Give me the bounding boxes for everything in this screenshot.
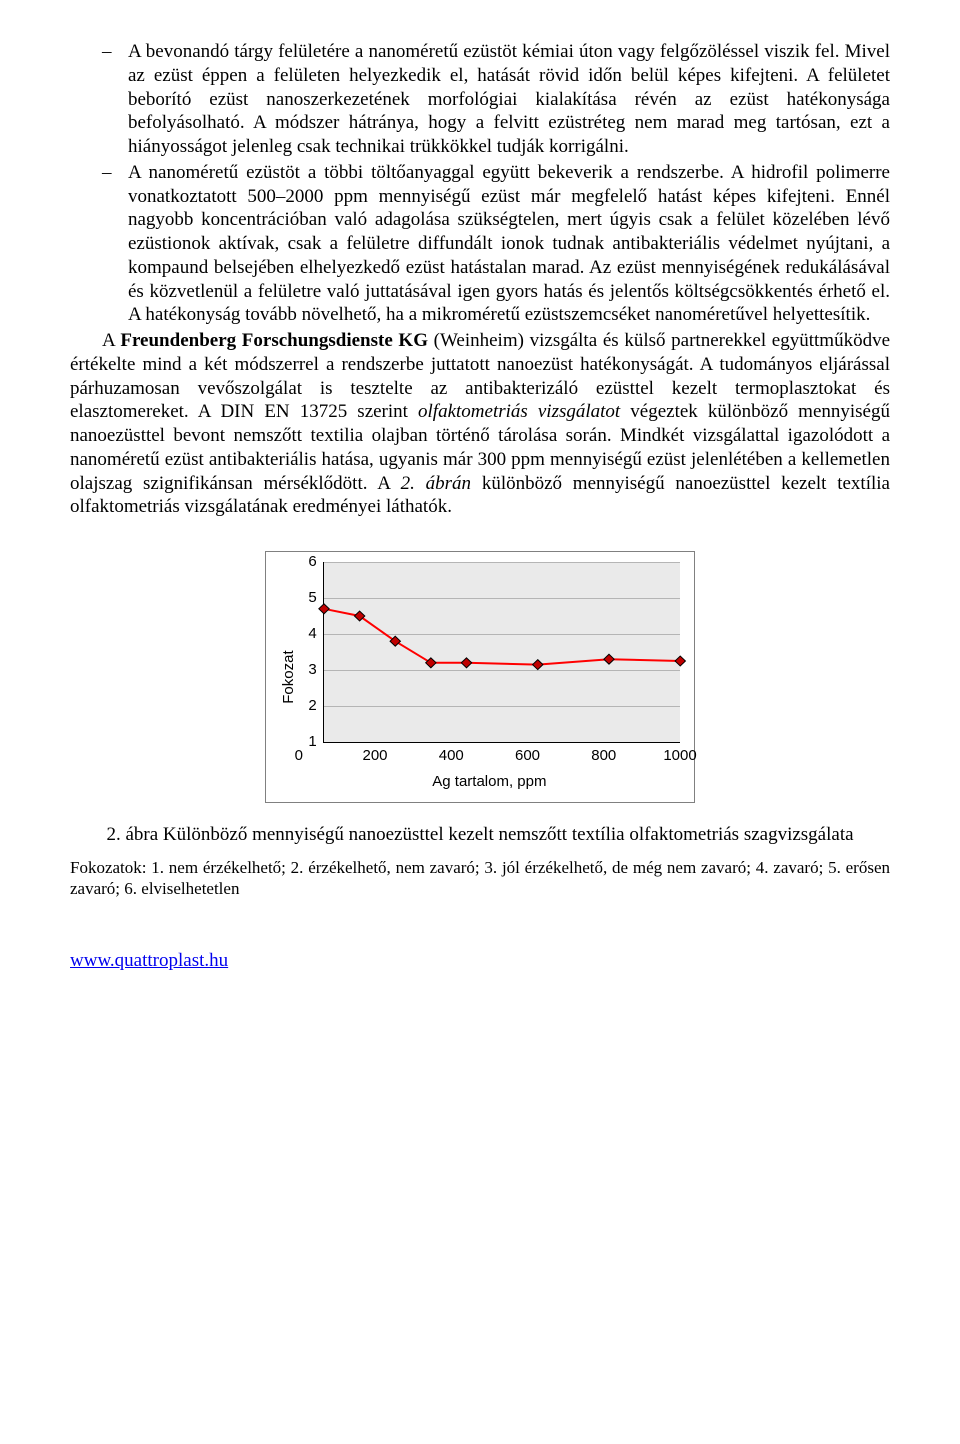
italic-run: olfaktometriás vizsgálatot [418, 401, 620, 422]
chart-series [324, 562, 680, 742]
chart-y-tick-label: 5 [308, 589, 316, 608]
bullet-item: A nanoméretű ezüstöt a többi töltőanyagg… [70, 161, 890, 327]
chart-frame: Fokozat 654321 02004006008001000 Ag tart… [265, 551, 695, 803]
chart-x-axis-label: Ag tartalom, ppm [299, 773, 680, 792]
chart-y-ticks: 654321 [299, 562, 323, 742]
bullet-text: A nanoméretű ezüstöt a többi töltőanyagg… [128, 162, 890, 326]
chart-x-tick-label: 200 [357, 747, 393, 766]
para-text: A [102, 330, 120, 351]
chart-x-tick-label: 600 [510, 747, 546, 766]
bullet-list: A bevonandó tárgy felületére a nanoméret… [70, 40, 890, 327]
chart-y-tick-label: 6 [308, 553, 316, 572]
bullet-text: A bevonandó tárgy felületére a nanoméret… [128, 41, 890, 157]
chart-x-ticks: 02004006008001000 [299, 747, 680, 767]
bold-run: Freundenberg Forschungsdienste KG [120, 330, 428, 351]
body-paragraph: A Freundenberg Forschungsdienste KG (Wei… [70, 329, 890, 519]
chart-y-tick-label: 3 [308, 661, 316, 680]
chart-x-tick-label: 0 [281, 747, 317, 766]
chart-x-tick-label: 400 [433, 747, 469, 766]
chart-y-tick-label: 4 [308, 625, 316, 644]
chart-y-tick-label: 2 [308, 697, 316, 716]
chart-x-tick-label: 800 [586, 747, 622, 766]
chart-container: Fokozat 654321 02004006008001000 Ag tart… [265, 551, 695, 803]
scale-legend: Fokozatok: 1. nem érzékelhető; 2. érzéke… [70, 857, 890, 900]
footer-link[interactable]: www.quattroplast.hu [70, 949, 228, 973]
chart-plot-area [323, 562, 680, 743]
figure-caption: 2. ábra Különböző mennyiségű nanoezüstte… [70, 823, 890, 847]
bullet-item: A bevonandó tárgy felületére a nanoméret… [70, 40, 890, 159]
italic-run: 2. ábrán [401, 473, 471, 494]
chart-x-tick-label: 1000 [662, 747, 698, 766]
